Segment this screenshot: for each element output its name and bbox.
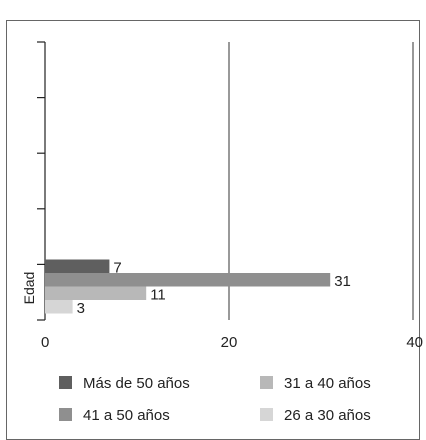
bar	[45, 286, 147, 300]
bar-value-label: 11	[150, 286, 166, 303]
y-axis-title: Edad	[21, 272, 37, 305]
bar-value-label: 3	[77, 300, 85, 317]
bar	[45, 273, 331, 287]
x-tick-label: 0	[41, 334, 49, 351]
y-axis-ticks	[37, 41, 45, 321]
legend-label: 41 a 50 años	[83, 407, 170, 424]
legend-swatch	[260, 408, 273, 421]
bar	[45, 300, 73, 314]
bar-value-label: 7	[113, 259, 121, 276]
legend-swatch	[59, 408, 72, 421]
bars	[45, 259, 331, 314]
legend: Más de 50 años 41 a 50 años 31 a 40 años 26…	[59, 375, 371, 424]
legend-swatch	[59, 376, 72, 389]
x-tick-label: 20	[221, 334, 238, 351]
legend-swatch	[260, 376, 273, 389]
value-labels: 7 31 11 3	[77, 259, 351, 317]
bar-value-label: 31	[334, 273, 351, 290]
legend-label: 26 a 30 años	[284, 407, 371, 424]
x-tick-label: 40	[406, 334, 423, 351]
legend-label: Más de 50 años	[83, 375, 190, 392]
x-tick-labels: 0 20 40	[41, 334, 423, 351]
bar	[45, 259, 110, 273]
legend-label: 31 a 40 años	[284, 375, 371, 392]
